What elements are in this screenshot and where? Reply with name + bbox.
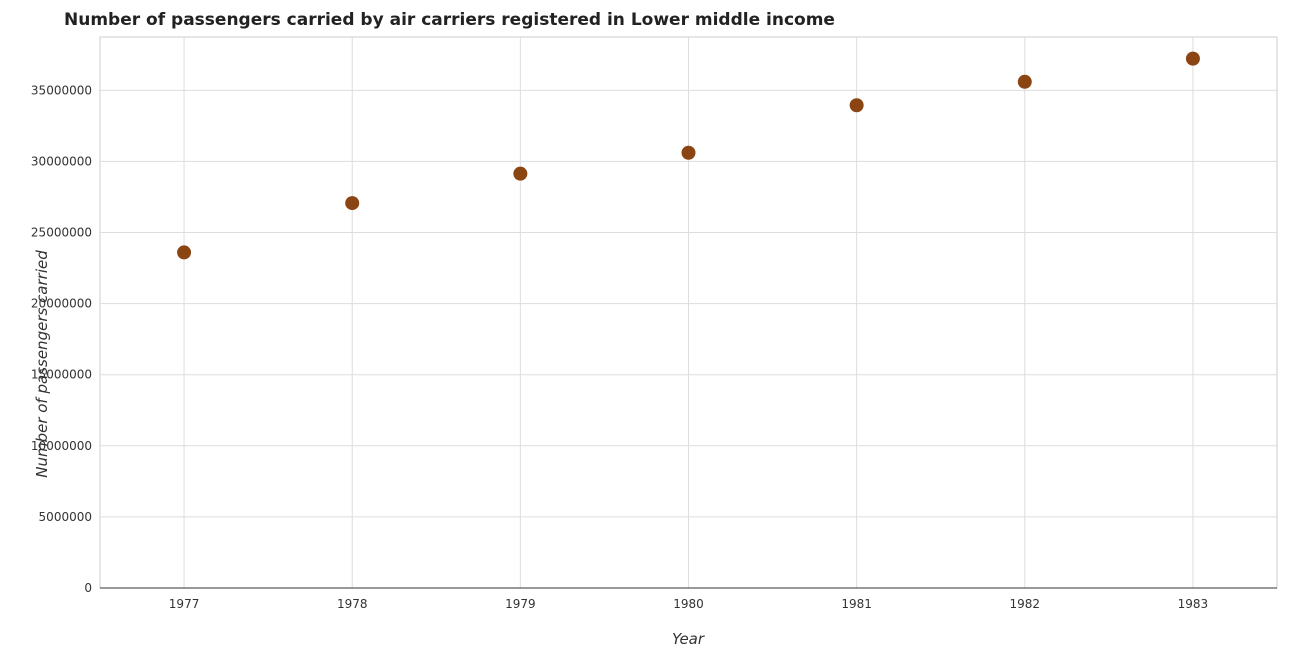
y-tick-label: 20000000 [31,297,92,311]
data-point [681,145,696,160]
x-tick-label: 1977 [169,597,200,611]
data-point [1185,51,1200,66]
x-axis-label: Year [672,630,705,648]
x-tick-label: 1979 [505,597,536,611]
chart-title-text: Number of passengers carried by air carr… [64,10,835,30]
data-point [1017,74,1032,89]
x-tick-label: 1980 [673,597,704,611]
y-tick-label: 35000000 [31,83,92,97]
y-tick-label: 25000000 [31,226,92,240]
y-axis-label: Number of passengers carried [33,250,51,478]
y-tick-label: 0 [84,581,92,595]
y-tick-label: 5000000 [39,510,92,524]
x-tick-label: 1982 [1010,597,1041,611]
data-point [345,196,360,211]
axes: 0 5000000 10000000 15000000 20000000 25000000… [31,83,1277,611]
y-tick-label: 30000000 [31,154,92,168]
data-point [177,245,192,260]
data-point [849,98,864,113]
x-tick-label: 1978 [337,597,368,611]
y-tick-label: 10000000 [31,439,92,453]
data-points [177,51,1200,260]
x-tick-label: 1981 [841,597,872,611]
x-tick-label: 1983 [1178,597,1209,611]
data-point [513,166,528,181]
gridlines [99,36,1278,589]
y-tick-label: 15000000 [31,368,92,382]
